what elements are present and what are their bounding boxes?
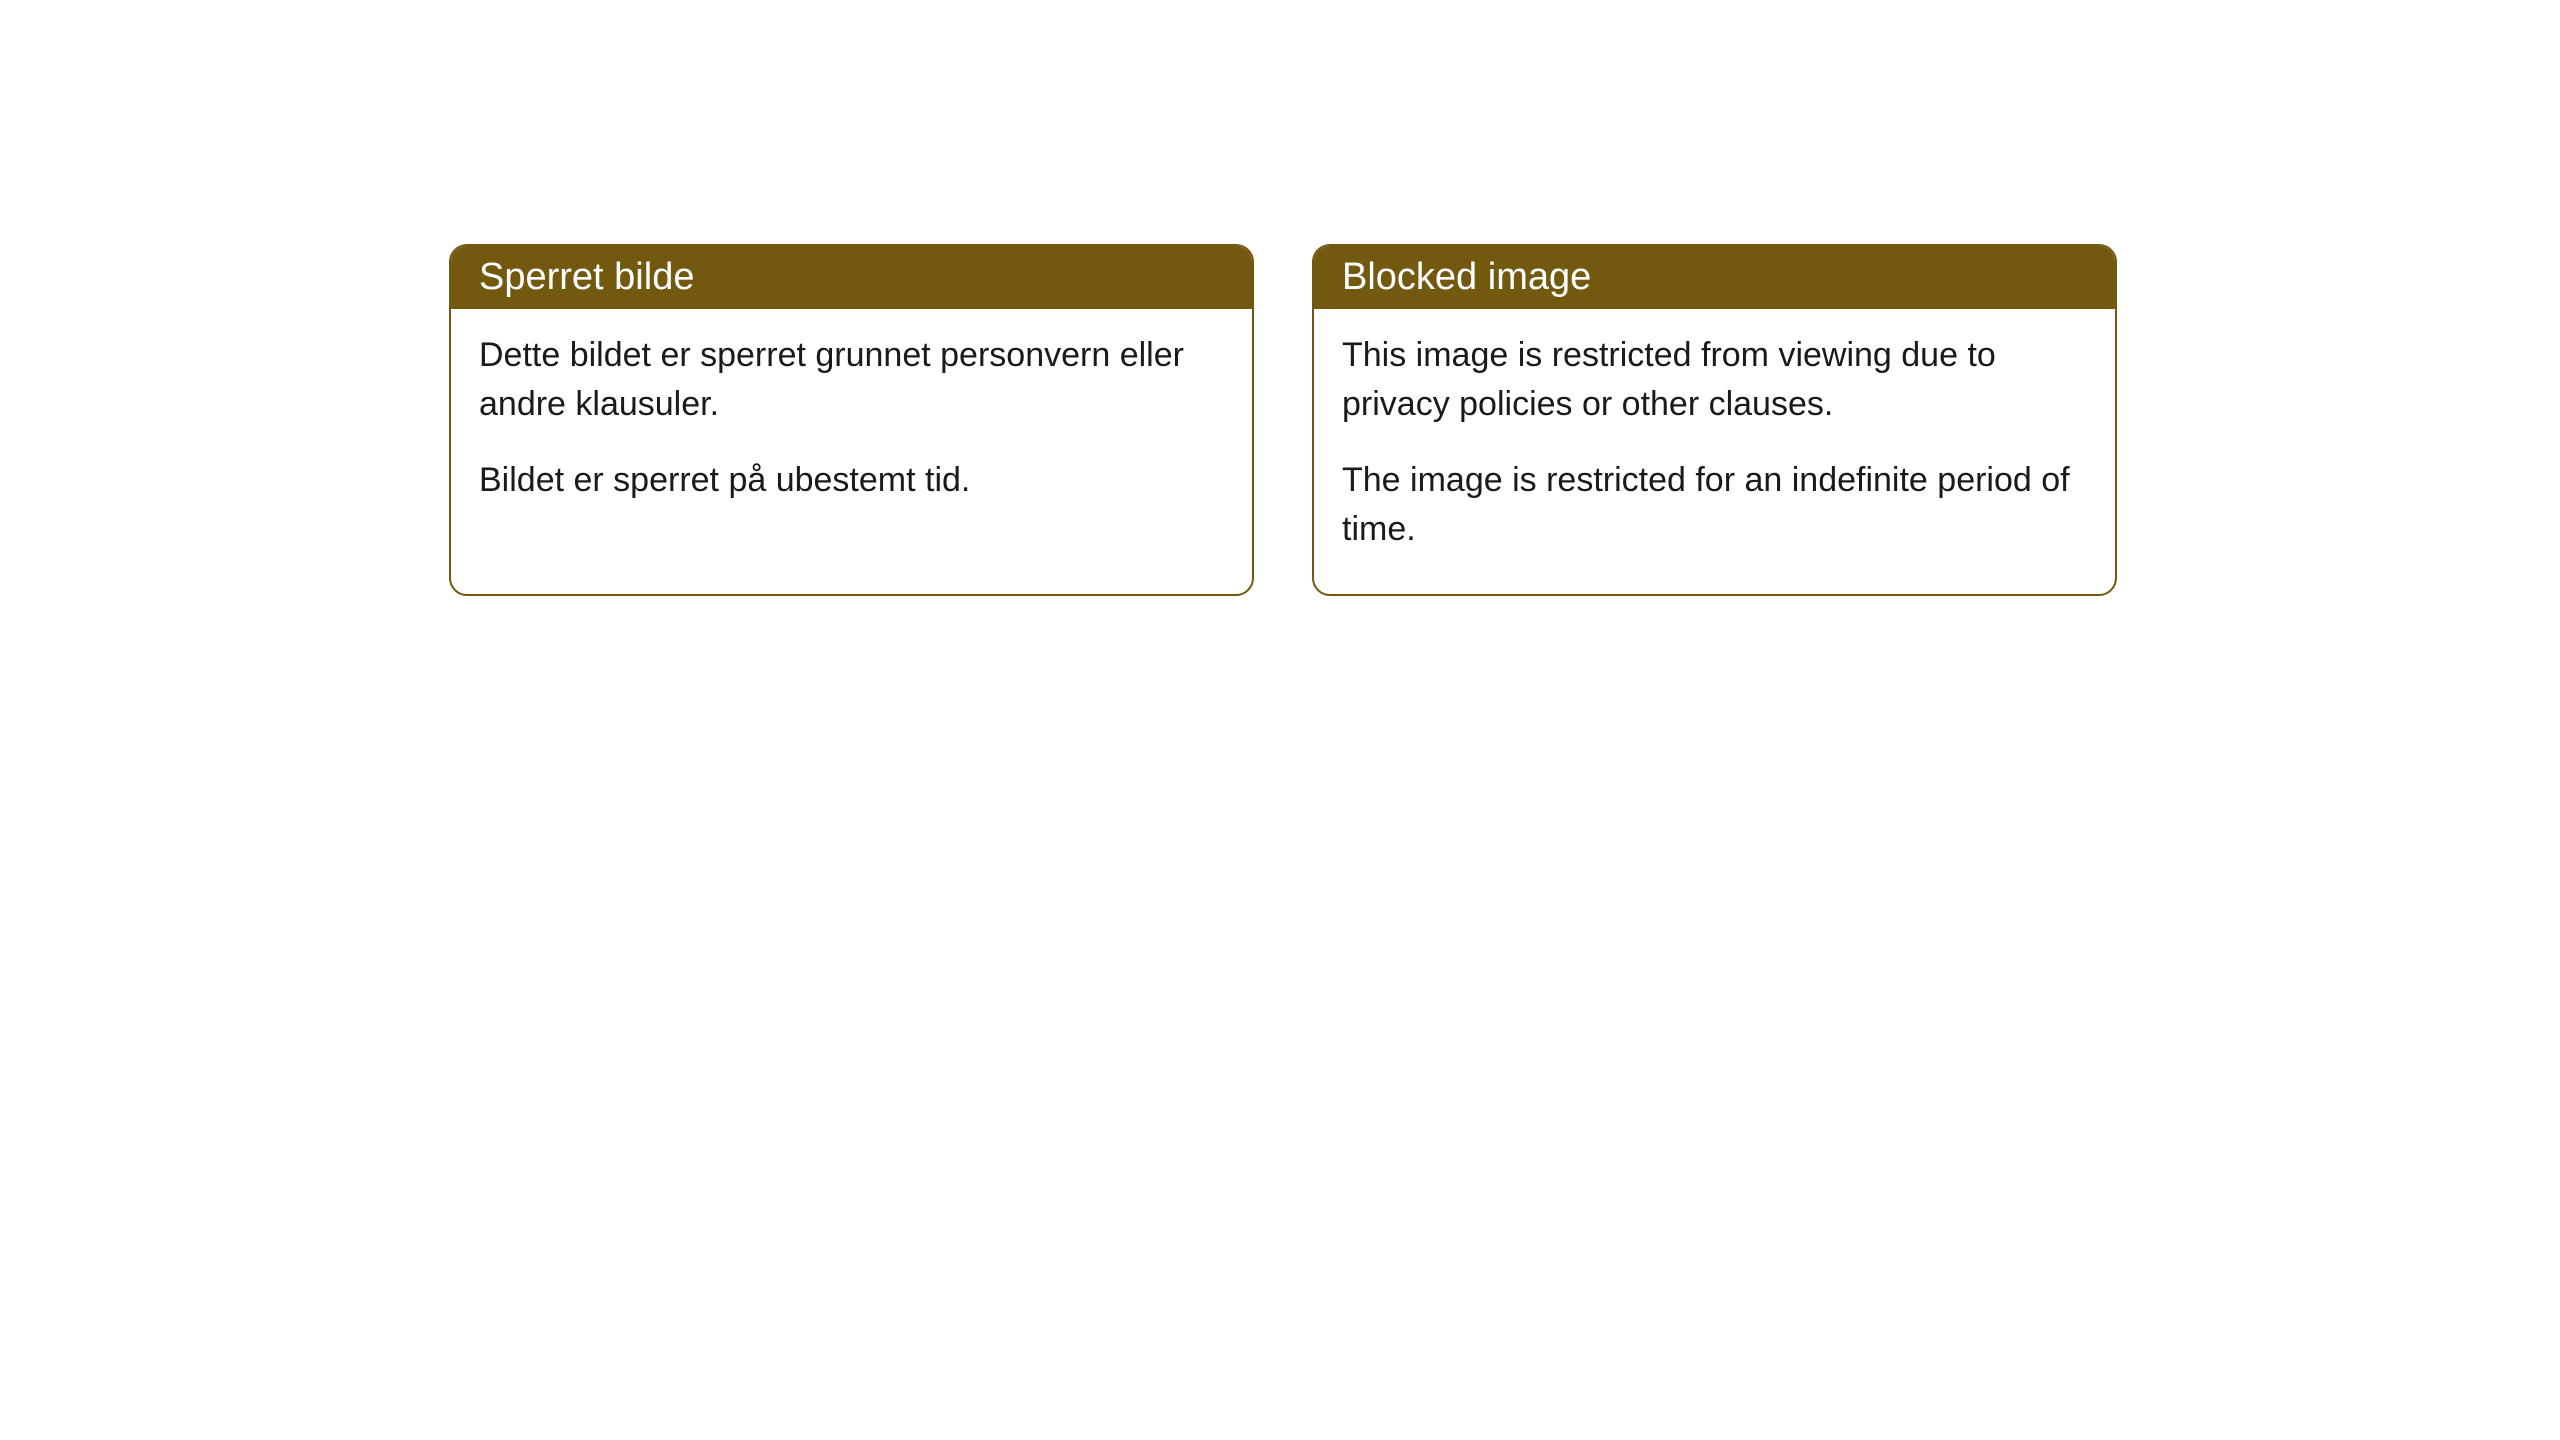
notice-card-english: Blocked image This image is restricted f… <box>1312 244 2117 596</box>
card-paragraph-1-english: This image is restricted from viewing du… <box>1342 331 2087 430</box>
card-paragraph-1-norwegian: Dette bildet er sperret grunnet personve… <box>479 331 1224 430</box>
card-paragraph-2-english: The image is restricted for an indefinit… <box>1342 456 2087 555</box>
card-title-english: Blocked image <box>1342 256 1591 298</box>
card-body-english: This image is restricted from viewing du… <box>1314 309 2115 594</box>
card-header-english: Blocked image <box>1314 246 2115 309</box>
notice-container: Sperret bilde Dette bildet er sperret gr… <box>449 244 2117 596</box>
card-body-norwegian: Dette bildet er sperret grunnet personve… <box>451 309 1252 545</box>
card-header-norwegian: Sperret bilde <box>451 246 1252 309</box>
card-paragraph-2-norwegian: Bildet er sperret på ubestemt tid. <box>479 456 1224 505</box>
card-title-norwegian: Sperret bilde <box>479 256 694 298</box>
notice-card-norwegian: Sperret bilde Dette bildet er sperret gr… <box>449 244 1254 596</box>
